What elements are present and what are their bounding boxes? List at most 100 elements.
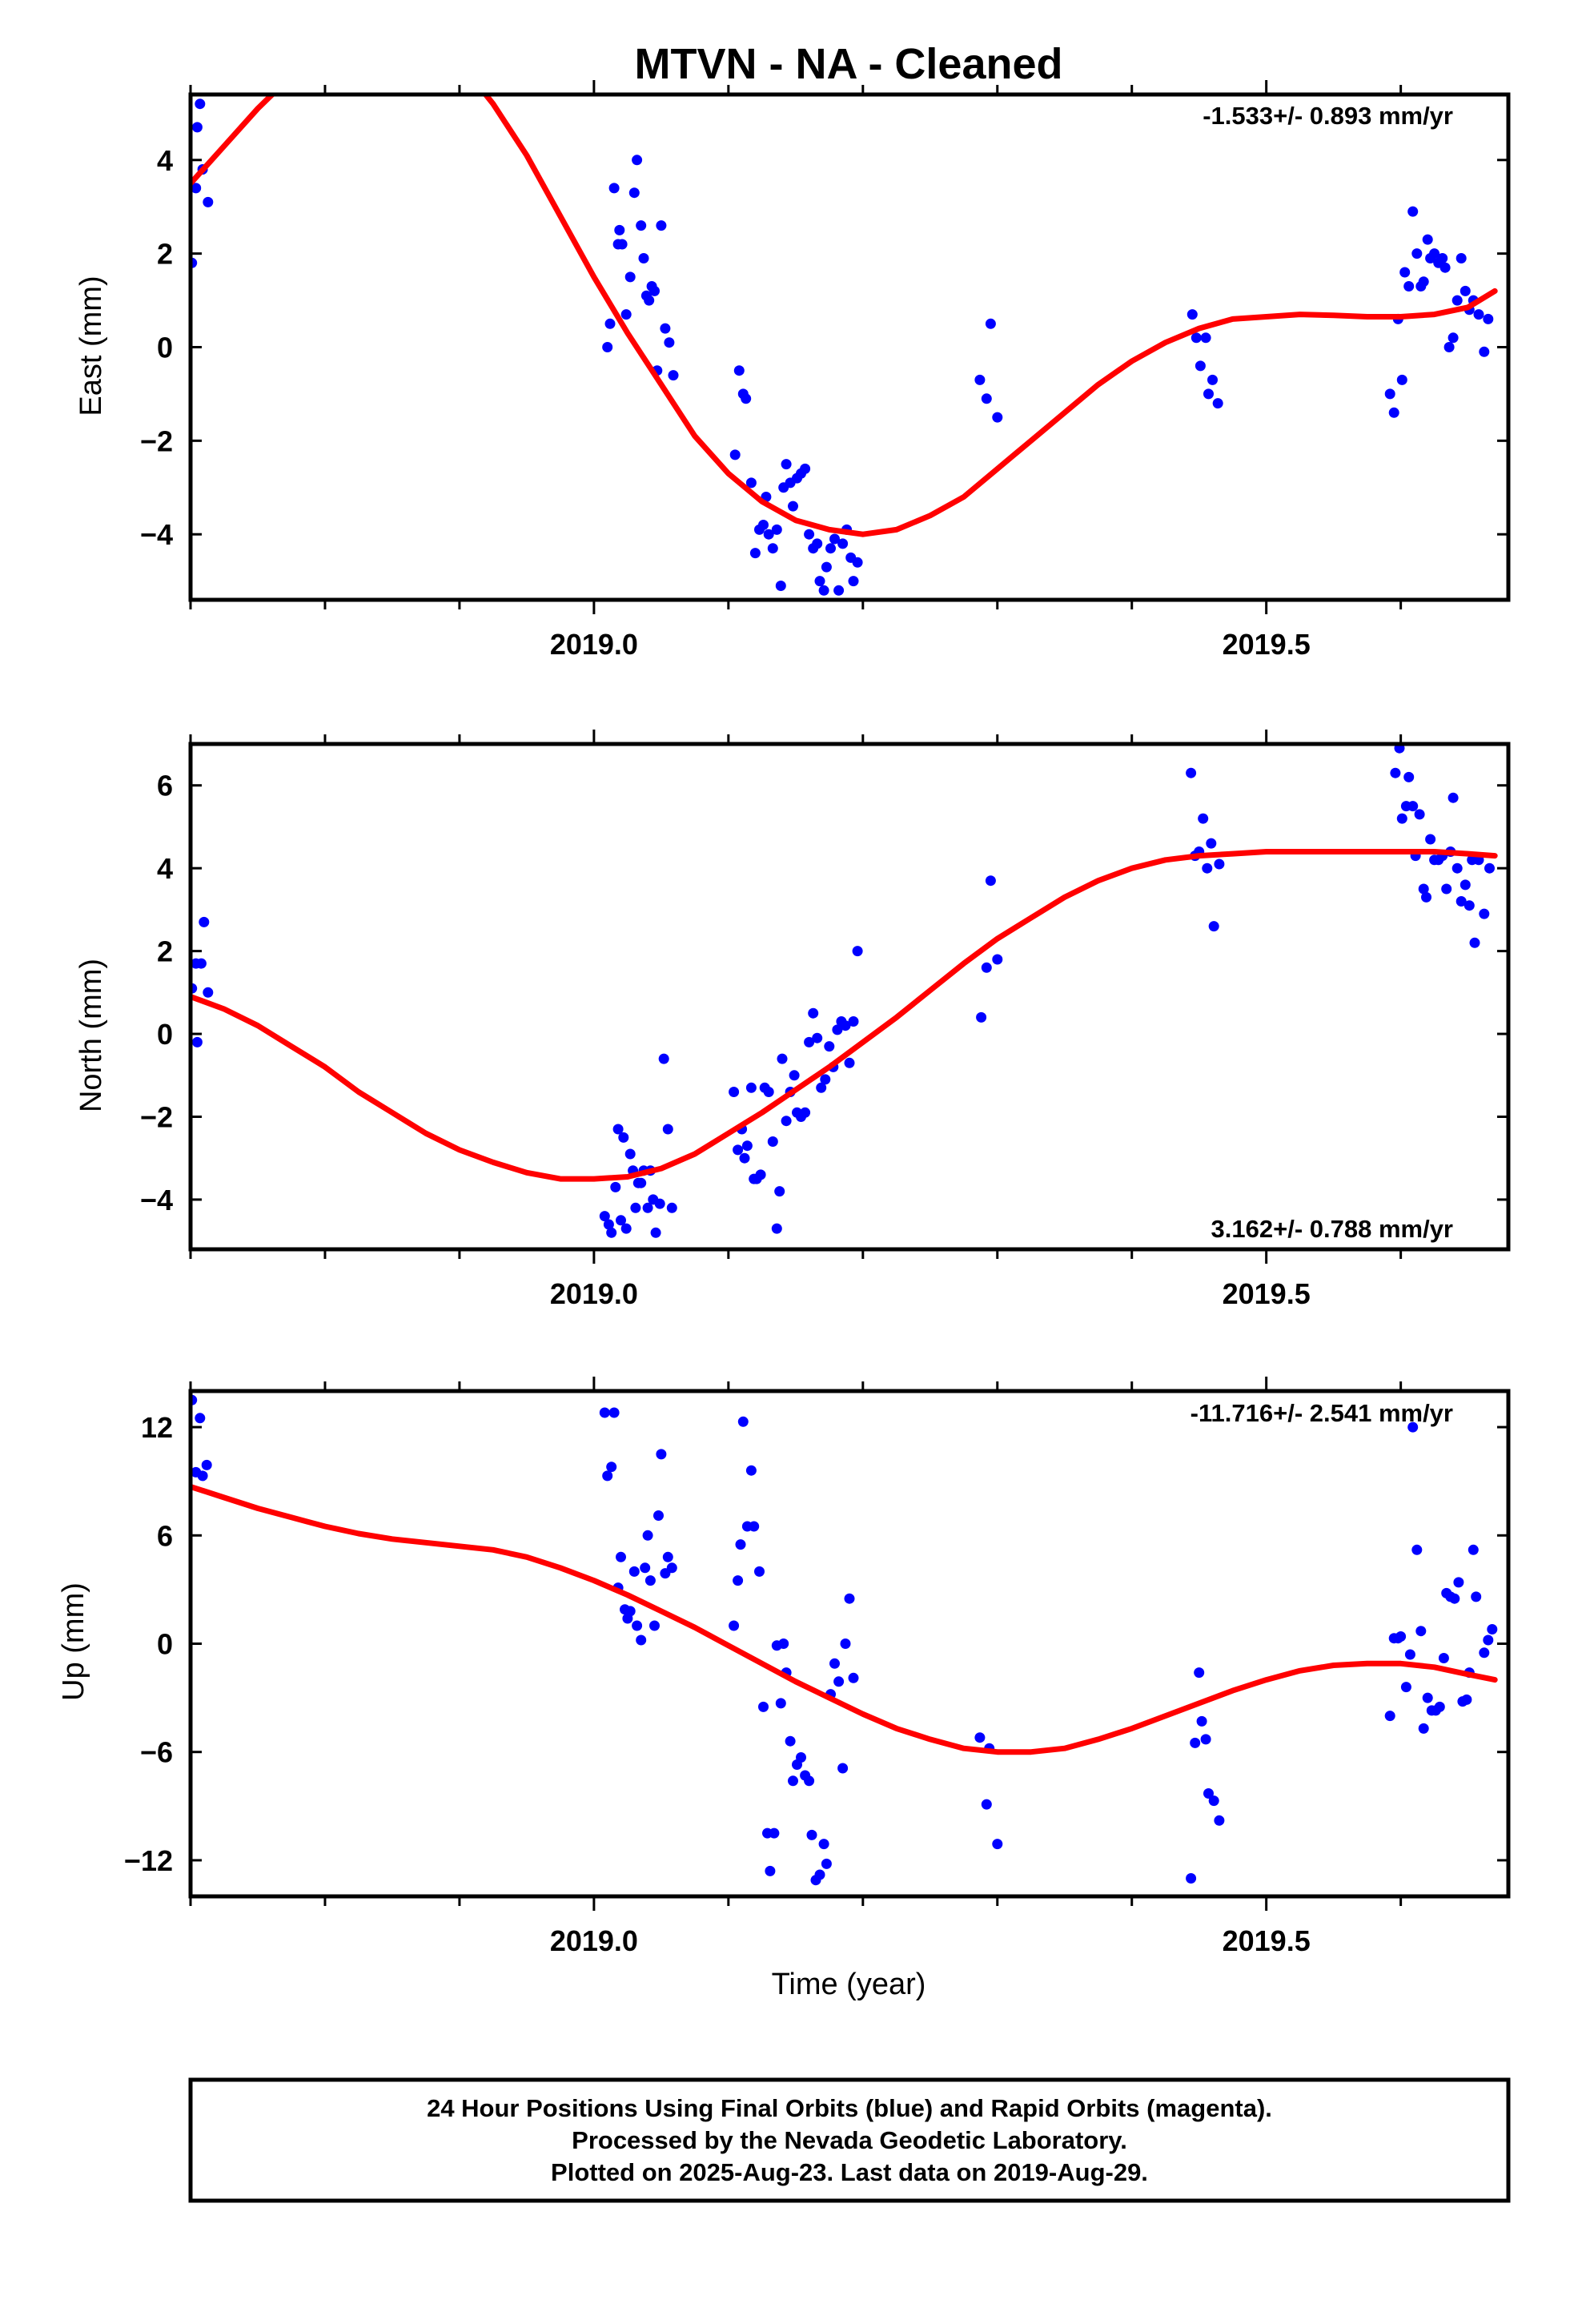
east-data-point [781,459,792,470]
east-y-tick-label: 4 [157,144,173,177]
up-data-point [829,1658,840,1669]
east-data-point [974,374,986,385]
east-data-point [1437,253,1448,263]
up-data-point [765,1865,776,1876]
up-data-point [195,1413,206,1424]
east-data-point [1384,388,1395,400]
up-data-layer: 12 6 0 −6 −12 2019.0 2019.5 [124,1377,1511,1957]
north-data-point [1418,883,1429,895]
up-data-point [1471,1591,1482,1602]
north-data-point [616,1215,626,1226]
up-data-point [624,1606,636,1617]
up-data-point [1395,1631,1407,1642]
east-data-point [812,538,823,549]
east-data-point [1207,374,1218,385]
north-data-point [1214,858,1225,870]
east-rate-label: -1.533+/- 0.893 mm/yr [1203,102,1453,130]
east-data-point [1403,281,1415,292]
up-data-point [833,1676,845,1687]
up-data-point [1186,1873,1197,1884]
up-data-point [636,1634,647,1646]
east-data-point [664,337,675,348]
north-data-point [1452,862,1463,874]
up-data-point [599,1407,610,1418]
north-data-point [808,1007,819,1019]
east-data-point [1186,309,1198,320]
east-axis-label: East (mm) [74,275,108,416]
east-data-point [602,342,613,352]
up-data-point [981,1799,992,1810]
east-data-point [1200,332,1211,344]
east-data-point [733,365,745,376]
up-data-point [608,1407,620,1418]
north-data-point [620,1223,632,1234]
east-data-point [1212,398,1223,409]
east-data-point [632,155,643,166]
east-data-point [1388,407,1399,418]
north-data-point [774,1186,785,1197]
east-data-point [985,318,996,329]
east-data-point [1456,253,1467,263]
north-data-point [654,1198,665,1209]
footer-line-3: Plotted on 2025-Aug-23. Last data on 201… [551,2158,1148,2186]
up-data-point [649,1620,660,1631]
north-plot-frame [188,742,1511,1252]
north-y-tick-label: −4 [140,1184,173,1216]
north-data-point [1425,834,1436,845]
north-plot-area [191,744,1498,1238]
east-data-point [608,183,620,194]
up-data-point [644,1575,656,1586]
north-data-layer: 6 4 2 0 −2 −4 2019.0 2019.5 [140,730,1511,1310]
up-data-point [1208,1795,1219,1807]
east-data-point [1452,295,1463,306]
up-y-tick-label: −6 [140,1736,173,1769]
north-data-point [1460,879,1471,891]
north-data-point [844,1057,855,1068]
east-data-point [1411,248,1423,259]
up-data-point [749,1521,760,1532]
up-data-point [653,1510,664,1521]
north-data-point [1208,921,1219,932]
up-data-point [729,1620,740,1631]
north-data-point [1403,771,1415,782]
up-y-tick-label: 12 [141,1411,173,1444]
north-data-point [1447,792,1459,803]
up-data-point [656,1449,667,1460]
north-data-point [771,1223,782,1234]
panel-east: 4 2 0 −2 −4 2019.0 2019.5 -1.533+/- 0.893 mm/y… [74,80,1511,661]
east-data-point [1203,388,1214,400]
north-data-point [618,1132,629,1143]
east-data-point [614,224,625,235]
east-data-point [636,220,647,231]
east-data-point [833,585,845,596]
east-data-point [1447,332,1459,344]
north-data-point [666,1202,677,1213]
east-data-point [668,370,679,381]
north-data-point [1202,862,1213,874]
up-x-tick-label: 2019.5 [1223,1924,1311,1957]
east-data-point [788,501,798,512]
up-data-point [837,1763,849,1774]
up-data-point [992,1839,1003,1850]
east-data-point [771,524,782,535]
north-data-point [1396,813,1407,824]
north-fit-line [191,849,1498,1182]
up-data-point [844,1593,855,1604]
north-data-point [848,1016,859,1027]
up-data-point [769,1827,780,1839]
north-data-point [624,1148,636,1160]
north-x-tick-label: 2019.5 [1223,1277,1311,1310]
up-data-point [818,1839,829,1850]
north-data-point [612,1124,624,1135]
east-data-point [992,412,1003,423]
east-data-point [741,393,752,404]
north-data-point [976,1011,987,1023]
east-data-point [1479,346,1490,357]
north-data-point [800,1107,811,1118]
up-data-point [640,1562,651,1574]
east-data-point [191,183,202,194]
east-data-point [1473,309,1484,320]
east-data-point [814,576,825,587]
east-data-point [1460,285,1471,296]
